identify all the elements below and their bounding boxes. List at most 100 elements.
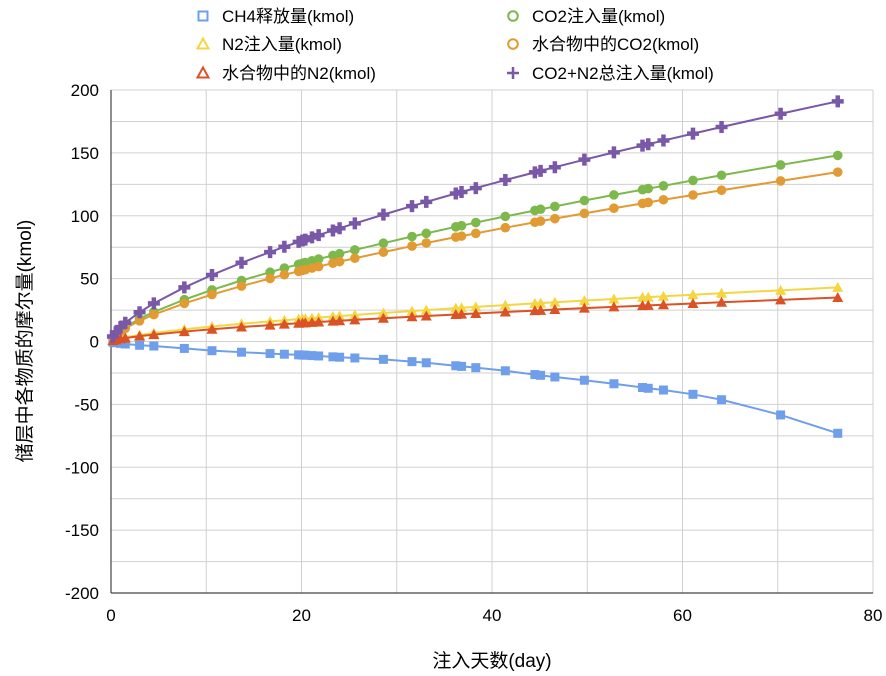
legend-item: CO2+N2总注入量(kmol) — [507, 64, 714, 83]
data-point — [608, 293, 620, 304]
data-point — [579, 375, 589, 385]
data-point — [313, 254, 324, 264]
data-point — [135, 340, 145, 350]
data-point — [348, 217, 361, 230]
data-point — [549, 304, 561, 315]
data-point — [831, 95, 844, 108]
data-point — [313, 316, 325, 327]
y-tick-label: -200 — [65, 584, 99, 603]
legend-item: 水合物中的CO2(kmol) — [507, 35, 699, 54]
legend-label: N2注入量(kmol) — [222, 35, 342, 54]
data-point — [299, 233, 312, 246]
data-point — [548, 161, 561, 174]
legend-item: 水合物中的N2(kmol) — [195, 64, 376, 83]
series-0 — [108, 337, 843, 438]
x-axis-label: 注入天数(day) — [432, 650, 551, 672]
data-point — [328, 352, 338, 362]
data-point — [578, 295, 590, 306]
data-point — [658, 181, 669, 191]
data-point — [717, 395, 727, 405]
data-point — [134, 330, 146, 341]
data-point — [456, 231, 467, 241]
y-tick-label: 0 — [90, 333, 99, 352]
legend-item: CO2注入量(kmol) — [507, 7, 665, 26]
data-point — [688, 190, 698, 200]
y-tick-label: -100 — [65, 458, 99, 477]
data-point — [235, 321, 247, 332]
data-point — [608, 301, 620, 312]
data-point — [500, 366, 510, 376]
data-point — [178, 326, 190, 337]
data-point — [550, 213, 560, 224]
data-point — [236, 281, 247, 291]
data-point — [643, 383, 653, 393]
data-point — [307, 351, 317, 361]
legend-marker-plus-icon — [507, 67, 519, 79]
data-point — [658, 194, 669, 205]
data-point — [421, 358, 431, 368]
data-point — [407, 241, 417, 251]
data-point — [451, 361, 461, 371]
data-point — [305, 231, 318, 244]
data-point — [406, 311, 418, 322]
x-tick-label: 20 — [292, 606, 311, 625]
data-point — [499, 174, 512, 187]
data-point — [349, 314, 361, 325]
data-point — [278, 240, 291, 253]
data-point — [832, 291, 844, 302]
data-point — [456, 220, 467, 231]
data-point — [657, 134, 670, 147]
data-point — [609, 203, 619, 214]
data-point — [406, 305, 418, 316]
data-point — [687, 289, 699, 300]
data-point — [607, 146, 620, 159]
data-point — [499, 306, 511, 317]
legend-label: CO2注入量(kmol) — [532, 7, 665, 26]
data-point — [333, 222, 346, 235]
data-point — [179, 298, 190, 309]
data-point — [469, 182, 482, 195]
data-point — [470, 301, 482, 312]
data-point — [179, 343, 189, 353]
data-point — [264, 319, 276, 330]
data-point — [535, 204, 546, 215]
data-point — [119, 332, 131, 343]
data-point — [715, 120, 728, 133]
data-point — [686, 127, 699, 140]
legend-label: CO2+N2总注入量(kmol) — [532, 64, 714, 83]
data-point — [334, 315, 346, 326]
data-point — [421, 238, 432, 248]
data-point — [637, 383, 647, 393]
data-point — [235, 256, 248, 269]
data-point — [499, 299, 511, 310]
data-point — [688, 389, 698, 399]
data-point — [377, 208, 390, 221]
data-point — [716, 170, 727, 181]
data-point — [420, 195, 433, 208]
data-point — [642, 291, 654, 302]
data-point — [207, 346, 217, 356]
data-point — [832, 150, 843, 161]
data-point — [265, 349, 275, 359]
data-point — [549, 296, 561, 307]
series-4 — [107, 291, 844, 346]
data-point — [205, 268, 218, 281]
data-point — [609, 379, 619, 389]
legend-item: N2注入量(kmol) — [195, 35, 342, 54]
data-point — [148, 329, 160, 340]
data-point — [264, 246, 277, 259]
data-point — [716, 296, 728, 307]
series-layer — [106, 95, 844, 438]
data-point — [643, 197, 654, 208]
data-point — [578, 153, 591, 166]
data-point — [457, 361, 467, 371]
data-point — [278, 318, 290, 329]
data-point — [405, 200, 418, 213]
data-point — [657, 290, 669, 301]
data-point — [420, 310, 432, 321]
data-point — [420, 304, 432, 315]
data-point — [326, 224, 339, 237]
data-point — [643, 183, 654, 194]
x-tick-label: 0 — [106, 606, 115, 625]
data-point — [350, 353, 360, 363]
